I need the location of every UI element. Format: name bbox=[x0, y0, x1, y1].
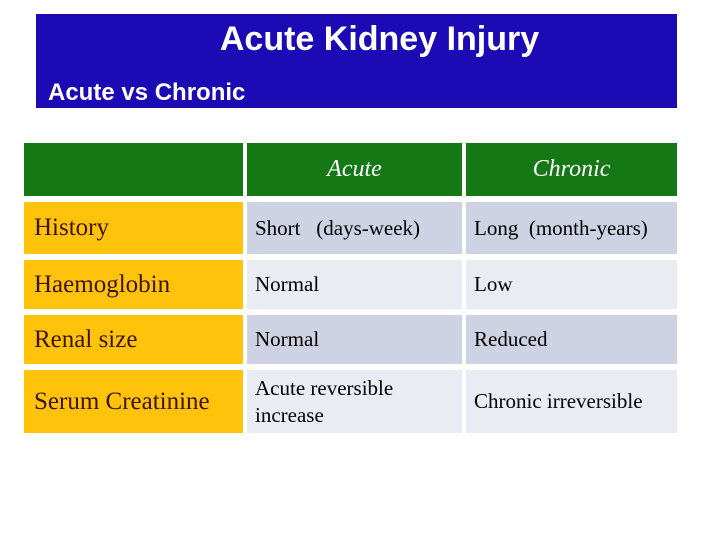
cell-serum-creatinine-acute: Acute reversible increase bbox=[247, 370, 462, 433]
slide-title: Acute Kidney Injury bbox=[219, 20, 540, 58]
cell-serum-creatinine-chronic: Chronic irreversible bbox=[466, 370, 677, 433]
column-header-acute: Acute bbox=[247, 143, 462, 196]
row-label-serum-creatinine: Serum Creatinine bbox=[24, 370, 243, 433]
table-row-serum-creatinine: Serum Creatinine Acute reversible increa… bbox=[24, 370, 677, 433]
title-banner: Acute Kidney Injury Acute vs Chronic bbox=[36, 14, 677, 108]
table-row-haemoglobin: Haemoglobin Normal Low bbox=[24, 260, 677, 309]
table-row-renal-size: Renal size Normal Reduced bbox=[24, 315, 677, 364]
cell-haemoglobin-acute: Normal bbox=[247, 260, 462, 309]
cell-history-acute: Short (days-week) bbox=[247, 202, 462, 254]
row-label-haemoglobin: Haemoglobin bbox=[24, 260, 243, 309]
cell-history-chronic: Long (month-years) bbox=[466, 202, 677, 254]
column-header-chronic: Chronic bbox=[466, 143, 677, 196]
row-label-history: History bbox=[24, 202, 243, 254]
cell-renal-size-acute: Normal bbox=[247, 315, 462, 364]
table-header-row: Acute Chronic bbox=[24, 143, 677, 196]
cell-haemoglobin-chronic: Low bbox=[466, 260, 677, 309]
comparison-table: Acute Chronic History Short (days-week) … bbox=[20, 137, 681, 439]
cell-renal-size-chronic: Reduced bbox=[466, 315, 677, 364]
row-label-renal-size: Renal size bbox=[24, 315, 243, 364]
slide-subtitle: Acute vs Chronic bbox=[48, 79, 246, 106]
table-row-history: History Short (days-week) Long (month-ye… bbox=[24, 202, 677, 254]
column-header-empty bbox=[24, 143, 243, 196]
